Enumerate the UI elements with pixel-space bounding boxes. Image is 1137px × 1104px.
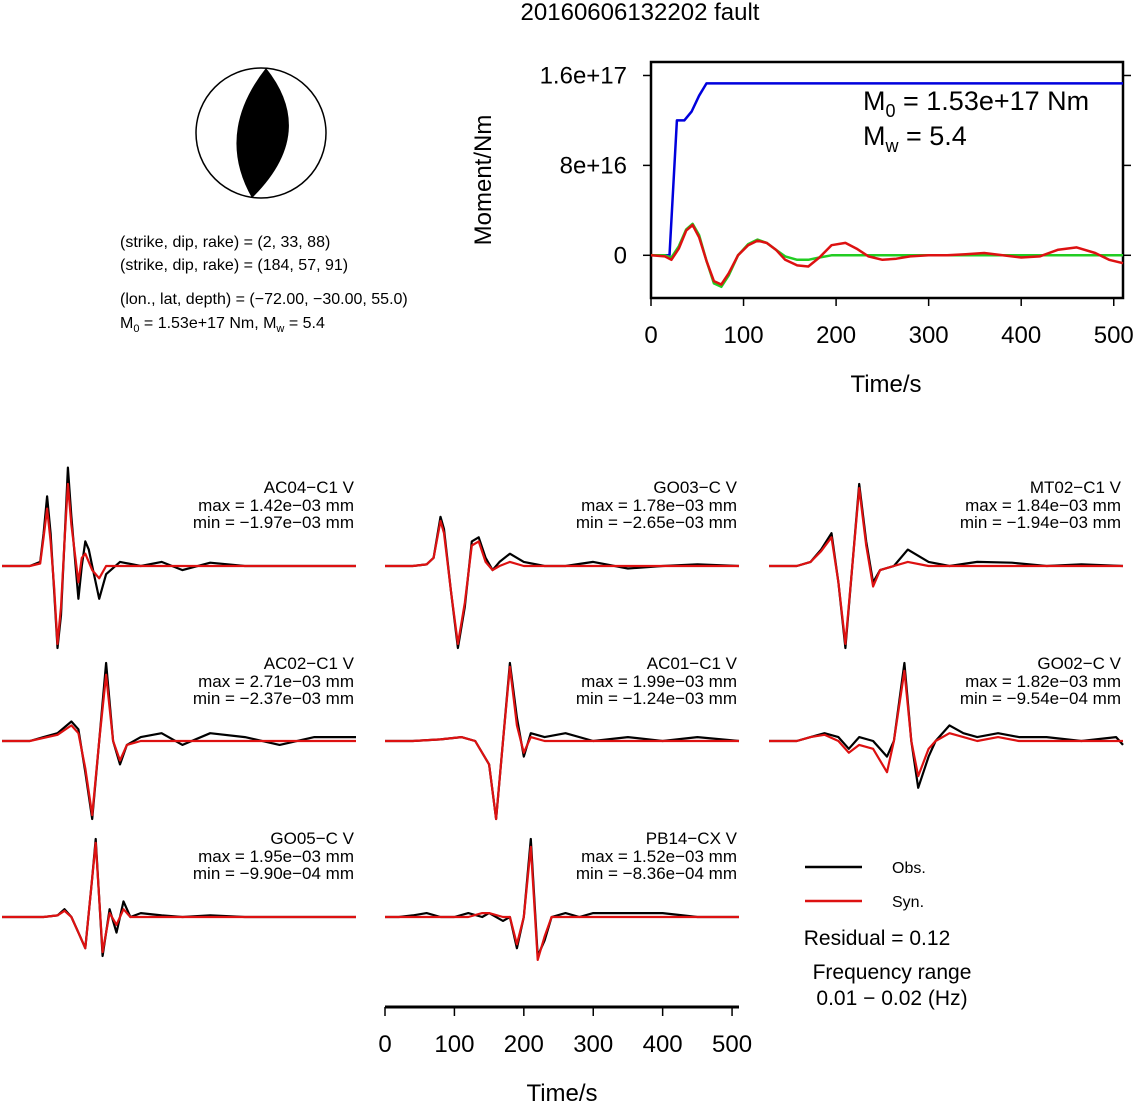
waveform-xtick-label: 400 <box>643 1031 683 1058</box>
moment-mw-annotation: Mw = 5.4 <box>863 121 967 156</box>
station-min: min = −1.97e−03 mm <box>193 513 354 532</box>
station-max: max = 1.42e−03 mm <box>198 496 354 515</box>
station-min: min = −9.90e−04 mm <box>193 864 354 883</box>
station-name: PB14−CX V <box>646 829 738 848</box>
legend: Obs. Syn. <box>805 860 926 911</box>
source-location: (lon., lat, depth) = (−72.00, −30.00, 55… <box>120 291 408 308</box>
station-name: GO05−C V <box>270 829 354 848</box>
moment-xtick-label: 100 <box>724 322 764 349</box>
synthetic-trace <box>769 487 1123 645</box>
station-min: min = −1.94e−03 mm <box>960 513 1121 532</box>
moment-rate-red-line <box>650 223 1124 286</box>
waveform-xlabel: Time/s <box>526 1080 597 1104</box>
station-max: max = 1.84e−03 mm <box>965 496 1121 515</box>
moment-cumulative-line <box>651 82 1123 257</box>
synthetic-trace <box>385 665 739 821</box>
waveform-xtick-label: 0 <box>378 1031 391 1058</box>
waveform-xtick-label: 100 <box>434 1031 474 1058</box>
synthetic-trace <box>2 841 356 954</box>
synthetic-trace <box>769 669 1123 778</box>
station-name: GO02−C V <box>1037 654 1121 673</box>
station-min: min = −2.37e−03 mm <box>193 689 354 708</box>
waveform-xtick-label: 200 <box>504 1031 544 1058</box>
synthetic-trace <box>385 519 739 645</box>
moment-m0-annotation: M0 = 1.53e+17 Nm <box>863 86 1089 121</box>
moment-rate-plot: 0 8e+16 1.6e+17 0 100 200 300 400 500 M0 = 1.53… <box>470 60 1134 398</box>
station-max: max = 1.95e−03 mm <box>198 847 354 866</box>
nodal-plane-1: (strike, dip, rake) = (2, 33, 88) <box>120 234 330 251</box>
moment-ylabel: Moment/Nm <box>470 115 497 246</box>
beachball-icon <box>195 67 327 199</box>
station-name: AC01−C1 V <box>647 654 738 673</box>
legend-obs-label: Obs. <box>892 860 926 877</box>
frequency-range-value: 0.01 − 0.02 (Hz) <box>816 987 967 1010</box>
moment-xtick-label: 500 <box>1094 322 1134 349</box>
figure-title: 20160606132202 fault <box>521 0 760 26</box>
moment-rate-green-line <box>651 222 1123 289</box>
station-name: GO03−C V <box>653 478 737 497</box>
station-name: AC04−C1 V <box>264 478 355 497</box>
synthetic-trace <box>2 673 356 817</box>
moment-xtick-label: 200 <box>816 322 856 349</box>
observed-trace <box>2 466 356 650</box>
moment-xlabel: Time/s <box>850 371 921 398</box>
station-max: max = 2.71e−03 mm <box>198 672 354 691</box>
legend-syn-label: Syn. <box>892 894 924 911</box>
moment-xtick-label: 300 <box>909 322 949 349</box>
station-max: max = 1.82e−03 mm <box>965 672 1121 691</box>
moment-xtick-label: 0 <box>644 322 657 349</box>
station-min: min = −9.54e−04 mm <box>960 689 1121 708</box>
station-max: max = 1.99e−03 mm <box>581 672 737 691</box>
waveform-time-axis: 0 100 200 300 400 500 <box>378 1005 752 1058</box>
nodal-plane-2: (strike, dip, rake) = (184, 57, 91) <box>120 257 348 274</box>
waveform-xtick-label: 300 <box>573 1031 613 1058</box>
station-min: min = −8.36e−04 mm <box>576 864 737 883</box>
magnitude-summary: M0 = 1.53e+17 Nm, Mw = 5.4 <box>120 315 325 335</box>
station-min: min = −1.24e−03 mm <box>576 689 737 708</box>
moment-ytick-label: 0 <box>614 242 627 269</box>
station-max: max = 1.52e−03 mm <box>581 847 737 866</box>
frequency-range-label: Frequency range <box>813 961 972 984</box>
station-name: AC02−C1 V <box>264 654 355 673</box>
moment-plot-frame <box>649 60 1125 300</box>
station-min: min = −2.65e−03 mm <box>576 513 737 532</box>
station-max: max = 1.78e−03 mm <box>581 496 737 515</box>
moment-xtick-label: 400 <box>1001 322 1041 349</box>
station-name: MT02−C1 V <box>1030 478 1122 497</box>
moment-ytick-label: 8e+16 <box>560 152 627 179</box>
synthetic-trace <box>2 482 356 645</box>
moment-ytick-label: 1.6e+17 <box>540 62 627 89</box>
waveform-xtick-label: 500 <box>712 1031 752 1058</box>
residual-label: Residual = 0.12 <box>804 927 951 950</box>
synthetic-trace <box>385 845 739 961</box>
